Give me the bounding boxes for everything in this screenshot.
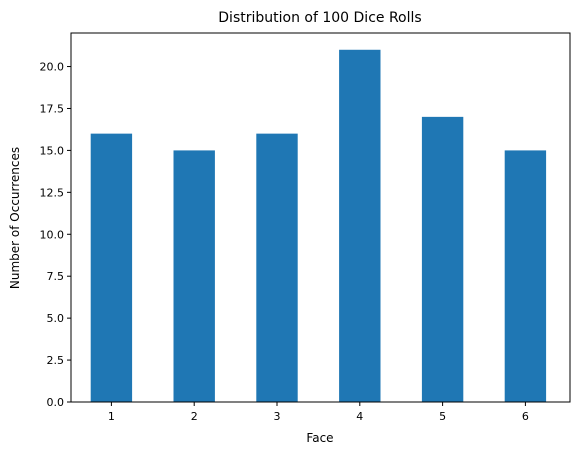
bar-face-2 bbox=[174, 150, 215, 402]
y-tick-label: 17.5 bbox=[40, 102, 65, 115]
y-tick-label: 10.0 bbox=[40, 228, 65, 241]
x-axis-label: Face bbox=[306, 431, 333, 445]
y-tick-label: 20.0 bbox=[40, 61, 65, 74]
bar-face-4 bbox=[339, 50, 380, 402]
x-axis-ticks: 1 2 3 4 5 6 bbox=[108, 402, 529, 423]
y-tick-label: 0.0 bbox=[47, 396, 65, 409]
y-tick-label: 12.5 bbox=[40, 186, 65, 199]
x-tick-label: 4 bbox=[356, 410, 363, 423]
bar-face-3 bbox=[256, 134, 297, 402]
x-tick-label: 1 bbox=[108, 410, 115, 423]
x-tick-label: 5 bbox=[439, 410, 446, 423]
bar-face-1 bbox=[91, 134, 132, 402]
chart-title: Distribution of 100 Dice Rolls bbox=[218, 10, 421, 26]
y-tick-label: 5.0 bbox=[47, 312, 65, 325]
x-tick-label: 3 bbox=[274, 410, 281, 423]
y-tick-label: 7.5 bbox=[47, 270, 65, 283]
y-axis-ticks: 0.0 2.5 5.0 7.5 10.0 12.5 15.0 17.5 20.0 bbox=[40, 61, 72, 409]
x-tick-label: 6 bbox=[522, 410, 529, 423]
x-tick-label: 2 bbox=[191, 410, 198, 423]
y-tick-label: 15.0 bbox=[40, 144, 65, 157]
y-tick-label: 2.5 bbox=[47, 354, 65, 367]
y-axis-label: Number of Occurrences bbox=[8, 147, 22, 289]
bar-face-6 bbox=[505, 150, 546, 402]
bar-face-5 bbox=[422, 117, 463, 402]
plot-frame bbox=[71, 33, 570, 402]
bars-group bbox=[91, 50, 546, 402]
